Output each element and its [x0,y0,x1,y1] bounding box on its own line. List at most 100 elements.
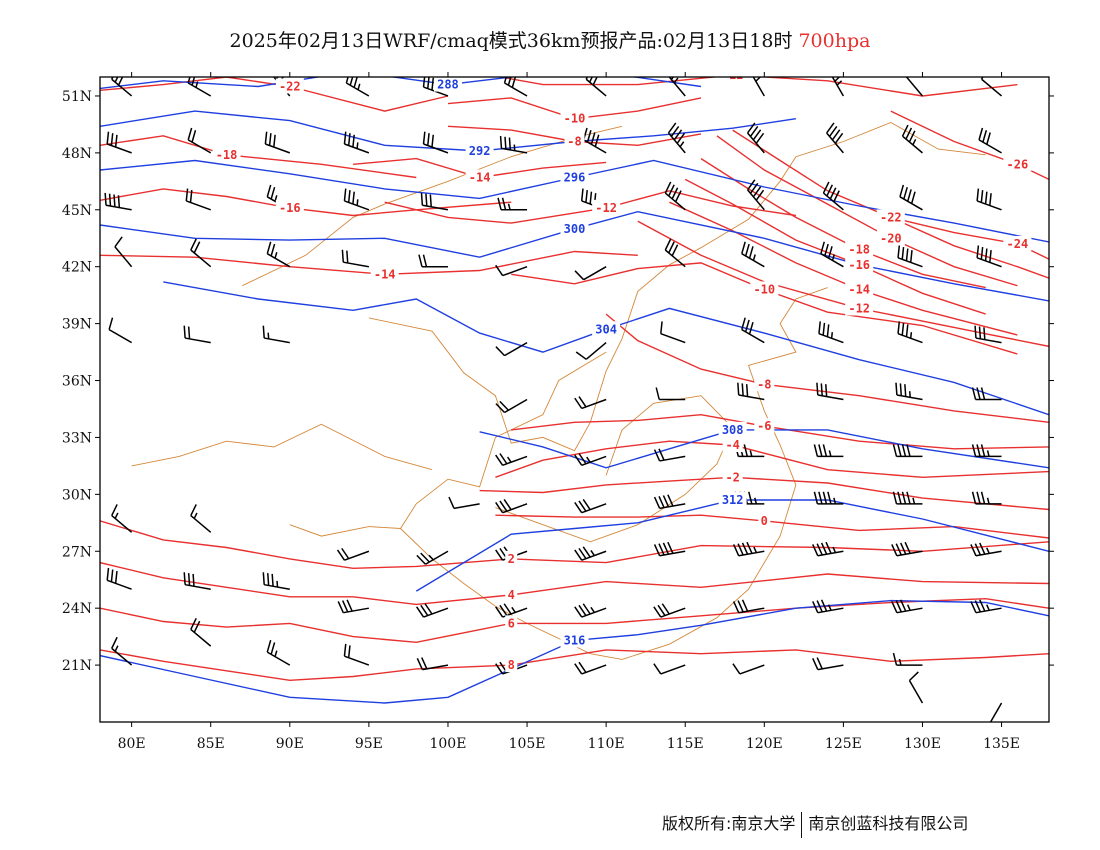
lat-label: 51N [62,89,92,105]
contour-label: 300 [564,222,586,236]
contour-label: 0 [761,514,768,528]
wind-barb [978,127,1002,154]
contour-label: 8 [508,658,515,672]
contour-label-bg [1003,235,1032,251]
contour-label: -26 [1007,157,1029,171]
temperature-contour [495,440,1049,479]
wind-barb [495,398,528,414]
contour-label-bg [845,241,874,257]
border-line [400,287,828,660]
wind-barb [448,496,480,510]
wind-barb [746,179,765,211]
wind-barb [974,325,1002,344]
wind-barb [899,184,923,211]
wind-barb [190,504,212,533]
wind-barb [897,321,923,344]
contour-label: -24 [1007,237,1029,251]
wind-barb [818,321,844,344]
contour-label-bg [465,169,494,185]
border-line [289,351,607,537]
contour-label: -12 [595,201,617,215]
lon-label: 115E [667,736,704,752]
contour-label-bg [433,77,462,92]
wind-barb [582,127,607,154]
wind-barb [653,541,686,557]
wind-barb [822,181,844,211]
contour-label-bg [876,230,905,246]
wind-barb [262,325,290,344]
lat-label: 48N [62,146,92,162]
wind-barb [183,572,211,590]
contour-label-bg [718,421,747,437]
lon-label: 130E [904,736,941,752]
contour-label: -12 [722,68,744,82]
wind-barb [908,671,924,704]
wind-barb [495,498,528,514]
pressure-level: 700hpa [798,30,871,52]
wind-barb [812,541,844,557]
contour-label-bg [722,437,743,453]
wind-barb [813,491,844,505]
contour-label: 288 [437,78,459,92]
contour-label: 4 [508,588,515,602]
wind-barb [503,77,528,97]
wind-barb [183,325,211,344]
wind-barb [653,663,686,675]
lat-label: 42N [62,260,92,276]
wind-barbs [104,77,1003,722]
wind-barb [980,77,1003,97]
wind-barb [585,77,607,97]
wind-barb [418,254,448,268]
contour-label: 6 [508,616,515,630]
height-contour [163,281,1049,416]
wind-barb [970,542,1002,557]
wind-barb [266,639,291,666]
temperature-contour [716,135,1018,287]
wind-barb [971,387,1002,401]
temperature-contour [700,158,986,289]
contour-label: -14 [469,171,491,185]
wind-barb [732,663,765,675]
wind-barb [343,643,370,666]
contour-label: 296 [564,171,586,185]
wind-barb [574,661,607,675]
wind-barb [668,77,686,97]
wind-barb [416,550,449,565]
wind-barb [813,444,844,458]
wind-barb [416,657,449,671]
height-contour [415,499,1049,592]
height-contour [100,110,797,152]
contour-label-bg [564,133,585,149]
wind-barb [892,444,923,458]
wind-barb [812,599,844,614]
wind-barb [343,188,370,211]
wind-barb [831,77,845,97]
temperature-contour [496,77,1018,97]
wind-barb [664,181,686,211]
contour-label: 304 [595,322,617,336]
lon-label: 105E [509,736,546,752]
wind-barb [190,238,212,268]
temperature-contours [100,77,1049,682]
wind-barb [891,599,923,614]
wind-barb [264,131,291,154]
lat-label: 27N [62,544,92,560]
wind-barb [905,77,924,97]
wind-barb [970,599,1002,614]
wind-barb [343,131,370,154]
wind-barb [574,498,607,514]
wind-barb [190,617,212,647]
contour-label: 312 [722,493,744,507]
wind-barb [574,546,607,561]
contour-label: -16 [279,201,301,215]
wind-barb [111,504,133,533]
lat-label: 36N [62,374,92,390]
footer: 版权所有:南京大学 南京创蓝科技有限公司 [662,810,968,838]
temperature-contour [100,77,449,112]
lat-label: 24N [62,601,92,617]
wind-barb [114,236,133,268]
lon-label: 120E [746,736,783,752]
lat-label: 21N [62,658,92,674]
wind-barb [746,122,765,154]
contour-label-bg [845,256,874,272]
